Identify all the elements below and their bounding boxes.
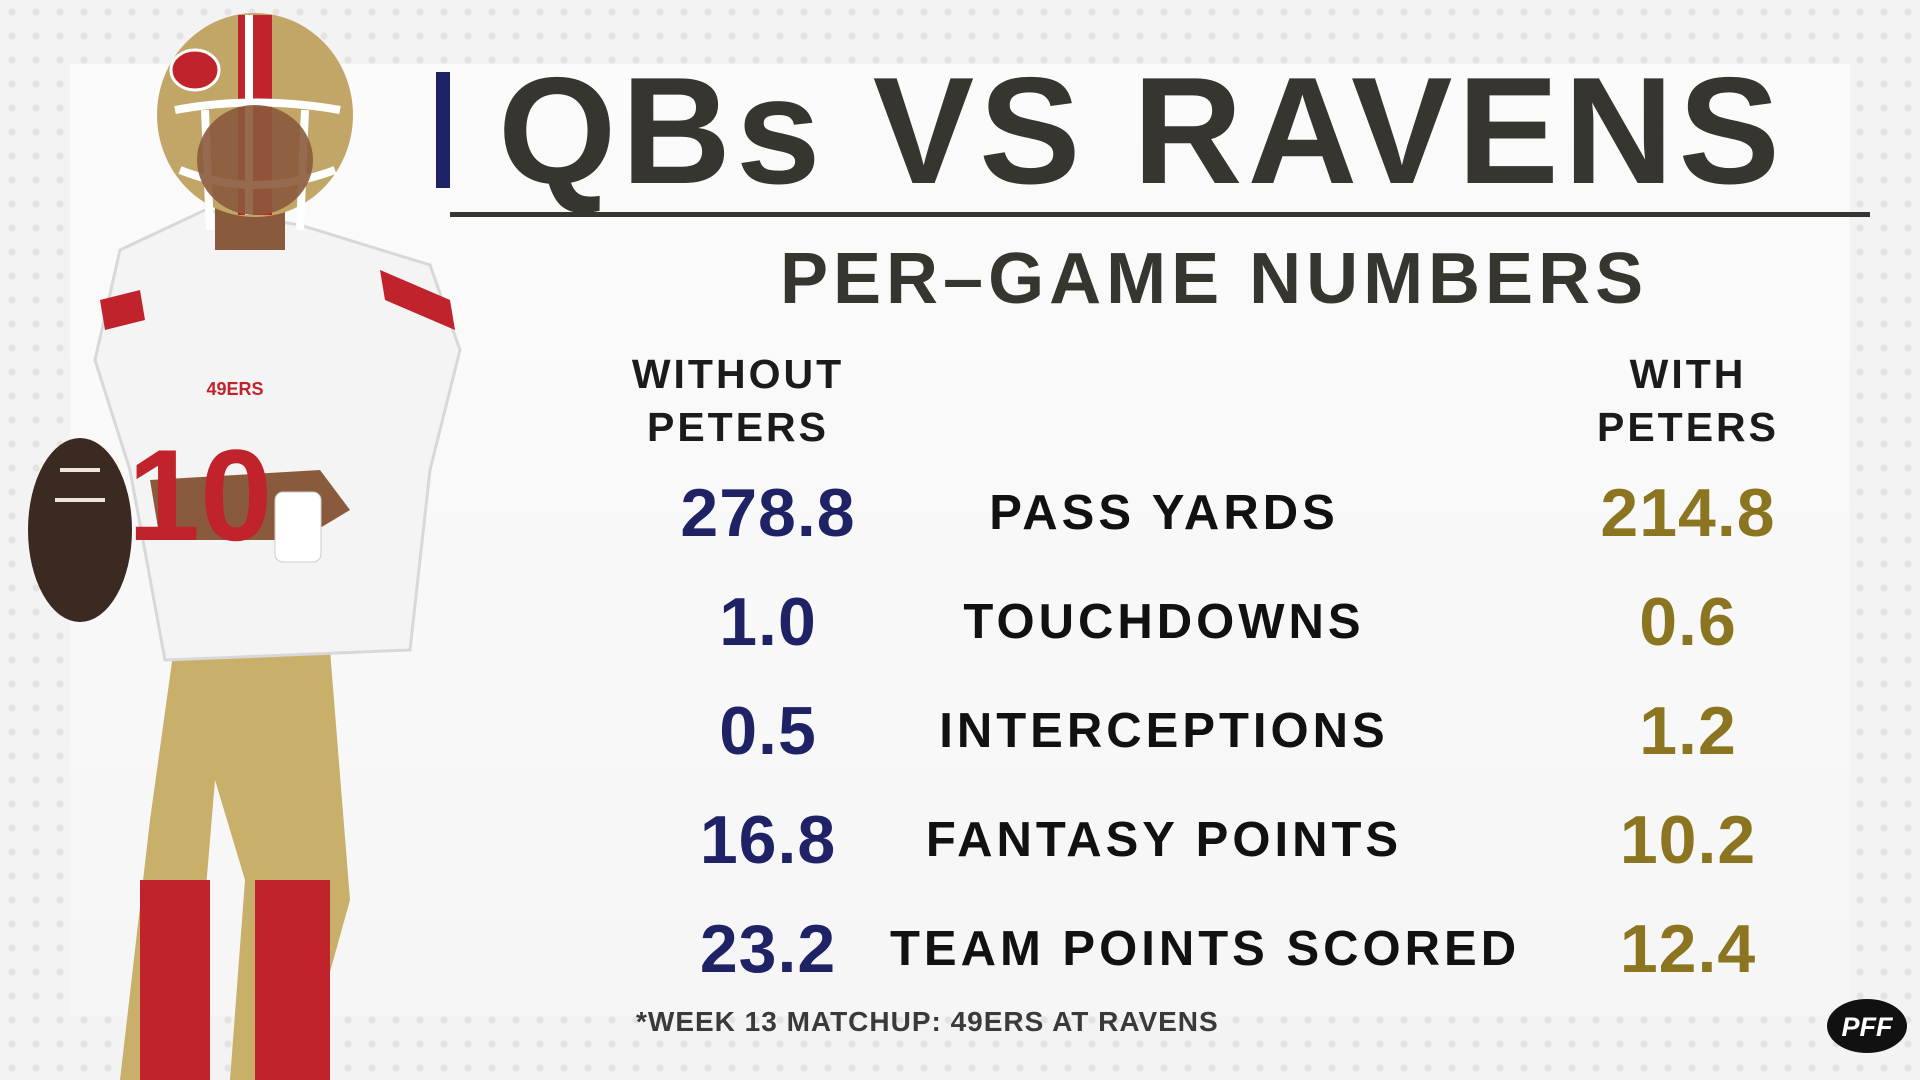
stat-row-fantasy-points: 16.8 FANTASY POINTS 10.2 — [560, 785, 1860, 895]
pff-logo: PFF — [1827, 999, 1907, 1053]
without-value: 0.5 — [719, 693, 817, 769]
stat-row-interceptions: 0.5 INTERCEPTIONS 1.2 — [560, 676, 1860, 786]
column-header-without-line2: PETERS — [646, 404, 830, 450]
stat-label: TOUCHDOWNS — [963, 595, 1365, 649]
page-title: QBs VS RAVENS — [498, 46, 1785, 216]
with-value: 0.6 — [1639, 584, 1737, 660]
column-header-with-peters: WITH PETERS — [1548, 348, 1828, 454]
with-value: 12.4 — [1619, 911, 1757, 987]
column-header-without-peters: WITHOUT PETERS — [598, 348, 878, 454]
with-value: 10.2 — [1619, 802, 1757, 878]
with-value: 1.2 — [1639, 693, 1737, 769]
without-value: 23.2 — [699, 911, 837, 987]
without-value: 1.0 — [719, 584, 817, 660]
column-header-with-line2: PETERS — [1596, 404, 1780, 450]
with-value: 214.8 — [1600, 475, 1776, 551]
stat-row-team-points-scored: 23.2 TEAM POINTS SCORED 12.4 — [560, 894, 1860, 1004]
stat-label: FANTASY POINTS — [925, 813, 1403, 867]
stat-label: INTERCEPTIONS — [939, 704, 1389, 758]
player-illustration: 10 49ERS — [28, 13, 462, 1080]
without-value: 16.8 — [699, 802, 837, 878]
stat-label: TEAM POINTS SCORED — [890, 922, 1521, 976]
stat-row-touchdowns: 1.0 TOUCHDOWNS 0.6 — [560, 567, 1860, 677]
footnote: *WEEK 13 MATCHUP: 49ERS AT RAVENS — [636, 1006, 1219, 1037]
column-header-with-line1: WITH — [1629, 351, 1747, 397]
svg-text:10: 10 — [128, 422, 273, 568]
title-divider — [450, 212, 1870, 217]
without-value: 278.8 — [680, 475, 856, 551]
svg-text:49ERS: 49ERS — [206, 379, 263, 399]
stat-row-pass-yards: 278.8 PASS YARDS 214.8 — [560, 458, 1860, 568]
pff-logo-text: PFF — [1842, 1012, 1895, 1042]
page-subtitle: PER–GAME NUMBERS — [780, 239, 1649, 319]
stat-label: PASS YARDS — [989, 486, 1339, 540]
column-header-without-line1: WITHOUT — [631, 351, 845, 397]
title-accent-bar — [436, 72, 450, 188]
